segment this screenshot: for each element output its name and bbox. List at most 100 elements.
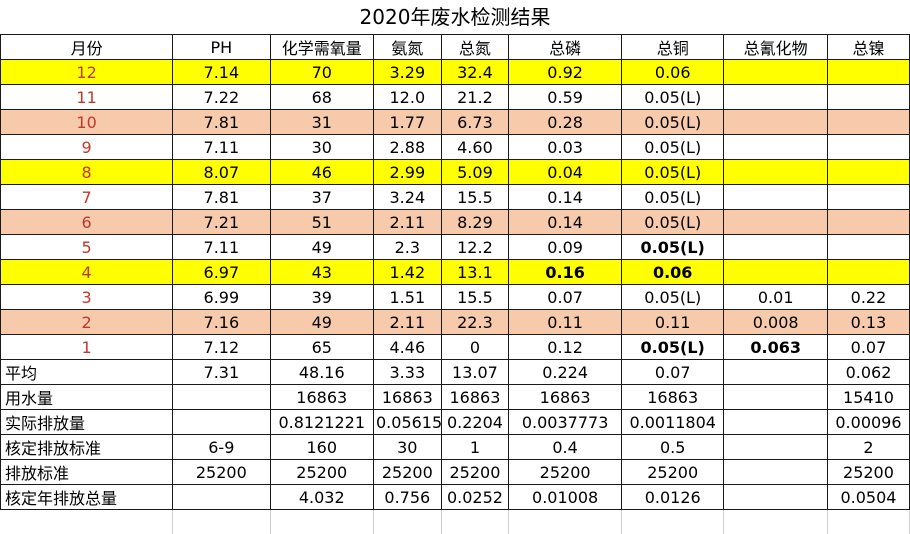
value-cell[interactable]: 12.0 [373,84,442,110]
value-cell[interactable] [172,384,271,410]
value-cell[interactable]: 25200 [172,459,271,485]
value-cell[interactable]: 16863 [620,384,725,410]
value-cell[interactable]: 7.22 [172,84,271,110]
value-cell[interactable]: 30 [269,134,374,160]
value-cell[interactable]: 8.29 [440,209,510,235]
value-cell[interactable]: 7.31 [172,359,271,385]
value-cell[interactable] [723,459,828,485]
value-cell[interactable] [826,159,910,185]
month-cell[interactable]: 9 [0,134,174,160]
value-cell[interactable] [723,184,828,210]
column-header[interactable]: PH [172,34,271,60]
value-cell[interactable]: 1 [440,434,510,460]
summary-label[interactable]: 核定年排放总量 [0,484,174,510]
value-cell[interactable]: 3.29 [373,59,442,85]
value-cell[interactable]: 0.5 [620,434,725,460]
value-cell[interactable]: 6.73 [440,109,510,135]
month-cell[interactable]: 6 [0,209,174,235]
value-cell[interactable]: 0.01008 [508,484,622,510]
value-cell[interactable]: 4.60 [440,134,510,160]
value-cell[interactable]: 46 [269,159,374,185]
value-cell[interactable]: 0.05(L) [620,109,725,135]
value-cell[interactable]: 6-9 [172,434,271,460]
empty-cell[interactable] [621,509,725,534]
value-cell[interactable] [723,384,828,410]
month-cell[interactable]: 8 [0,159,174,185]
value-cell[interactable]: 0.05(L) [620,209,725,235]
value-cell[interactable]: 0.063 [723,334,828,360]
value-cell[interactable] [172,484,271,510]
value-cell[interactable]: 6.99 [172,284,271,310]
value-cell[interactable]: 13.1 [440,259,510,285]
value-cell[interactable]: 16863 [440,384,510,410]
value-cell[interactable]: 0.05(L) [620,84,725,110]
value-cell[interactable]: 25200 [440,459,510,485]
empty-cell[interactable] [172,509,271,534]
summary-label[interactable]: 核定排放标准 [0,434,174,460]
value-cell[interactable]: 25200 [826,459,910,485]
value-cell[interactable] [723,209,828,235]
value-cell[interactable]: 2.11 [373,309,442,335]
value-cell[interactable]: 2.3 [373,234,442,260]
value-cell[interactable]: 7.81 [172,109,271,135]
value-cell[interactable]: 0.224 [508,359,622,385]
value-cell[interactable]: 49 [269,309,374,335]
value-cell[interactable]: 0.13 [826,309,910,335]
value-cell[interactable]: 0.92 [508,59,622,85]
value-cell[interactable]: 0.4 [508,434,622,460]
value-cell[interactable]: 0.28 [508,109,622,135]
value-cell[interactable]: 0.14 [508,209,622,235]
value-cell[interactable]: 49 [269,234,374,260]
month-cell[interactable]: 12 [0,59,174,85]
value-cell[interactable]: 7.21 [172,209,271,235]
value-cell[interactable] [826,184,910,210]
value-cell[interactable]: 7.11 [172,234,271,260]
column-header[interactable]: 化学需氧量 [269,34,374,60]
value-cell[interactable]: 7.14 [172,59,271,85]
value-cell[interactable] [723,159,828,185]
value-cell[interactable] [723,234,828,260]
summary-label[interactable]: 实际排放量 [0,409,174,435]
value-cell[interactable]: 51 [269,209,374,235]
value-cell[interactable]: 0.05(L) [620,159,725,185]
value-cell[interactable]: 16863 [269,384,374,410]
value-cell[interactable] [826,84,910,110]
summary-label[interactable]: 用水量 [0,384,174,410]
empty-cell[interactable] [441,509,510,534]
summary-label[interactable]: 排放标准 [0,459,174,485]
value-cell[interactable]: 0.05(L) [620,334,725,360]
value-cell[interactable]: 1.77 [373,109,442,135]
value-cell[interactable]: 0.2204 [440,409,510,435]
value-cell[interactable]: 0.0252 [440,484,510,510]
value-cell[interactable]: 0 [440,334,510,360]
month-cell[interactable]: 7 [0,184,174,210]
value-cell[interactable]: 25200 [508,459,622,485]
value-cell[interactable]: 7.16 [172,309,271,335]
empty-cell[interactable] [508,509,622,534]
value-cell[interactable]: 6.97 [172,259,271,285]
value-cell[interactable] [826,234,910,260]
month-cell[interactable]: 10 [0,109,174,135]
value-cell[interactable]: 25200 [269,459,374,485]
value-cell[interactable]: 0.0504 [826,484,910,510]
value-cell[interactable] [723,259,828,285]
value-cell[interactable]: 0.0126 [620,484,725,510]
value-cell[interactable]: 70 [269,59,374,85]
value-cell[interactable]: 8.07 [172,159,271,185]
value-cell[interactable]: 4.46 [373,334,442,360]
value-cell[interactable] [172,409,271,435]
value-cell[interactable]: 7.12 [172,334,271,360]
value-cell[interactable]: 0.05615 [373,409,442,435]
value-cell[interactable]: 0.0011804 [620,409,725,435]
column-header[interactable]: 总磷 [508,34,622,60]
value-cell[interactable]: 0.22 [826,284,910,310]
value-cell[interactable]: 0.8121221 [269,409,374,435]
value-cell[interactable]: 0.0037773 [508,409,622,435]
value-cell[interactable]: 2.11 [373,209,442,235]
value-cell[interactable]: 31 [269,109,374,135]
value-cell[interactable]: 32.4 [440,59,510,85]
value-cell[interactable] [723,59,828,85]
value-cell[interactable]: 7.11 [172,134,271,160]
value-cell[interactable]: 0.07 [826,334,910,360]
value-cell[interactable]: 0.03 [508,134,622,160]
